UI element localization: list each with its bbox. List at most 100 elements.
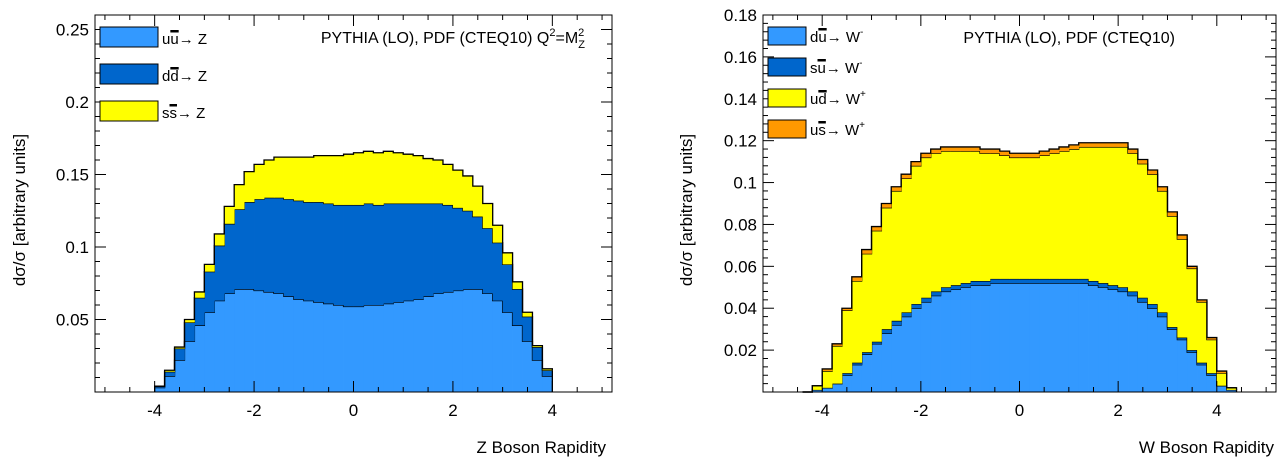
z-series-0-bar — [373, 305, 384, 392]
w-series-1-bar — [891, 320, 902, 325]
w-series-2-bar — [891, 190, 902, 321]
z-series-0-bar — [164, 376, 175, 392]
w-series-2-bar — [930, 153, 941, 292]
w-series-2-bar — [1058, 151, 1070, 279]
z-series-0-bar — [323, 303, 335, 392]
w-series-1-bar — [940, 287, 951, 292]
w-series-0-bar — [1078, 283, 1089, 392]
w-legend: du→ W-su→ W-ud→ W+ us→ W+ — [767, 26, 866, 139]
w-x-tick-label: 2 — [1113, 401, 1122, 420]
w-series-1-bar — [871, 341, 882, 344]
z-series-2-bar — [353, 152, 364, 205]
z-rapidity-panel: dσ/σ [arbitrary units] -4 -2 0 2 4 0.05 0.1 0.1… — [10, 14, 613, 457]
w-series-0-bar — [970, 285, 981, 392]
w-series-3-bar — [861, 249, 872, 254]
z-series-0-bar — [522, 341, 533, 392]
w-series-1-bar — [1147, 304, 1159, 309]
z-annotation: PYTHIA (LO), PDF (CTEQ10) Q2=M2 Z — [321, 27, 585, 51]
w-series-2-bar — [861, 253, 872, 353]
z-series-1-bar — [224, 223, 235, 294]
z-series-2-bar — [234, 184, 245, 210]
w-series-0-bar — [851, 364, 863, 392]
w-series-2-bar — [1088, 146, 1099, 281]
w-series-0-bar — [1039, 283, 1050, 392]
w-series-0-bar — [920, 301, 932, 392]
z-series-2-bar — [542, 368, 553, 371]
z-series-0-bar — [542, 376, 553, 392]
w-y-tick-label: 0.18 — [724, 6, 757, 25]
z-series-1-bar — [184, 322, 195, 342]
w-series-3-bar — [1039, 151, 1050, 156]
z-legend-item: ss→ Z — [99, 100, 205, 122]
z-x-tick-label: 0 — [349, 401, 358, 420]
z-series-2-bar — [403, 154, 414, 204]
z-series-0-bar — [234, 289, 245, 392]
w-series-2-bar — [989, 153, 1001, 279]
w-series-2-bar — [1098, 146, 1109, 284]
w-series-2-bar — [1147, 174, 1159, 305]
w-series-1-bar — [980, 280, 991, 286]
w-x-tick-label: -4 — [815, 401, 830, 420]
w-series-1-bar — [1177, 337, 1188, 340]
w-series-3-bar — [822, 368, 833, 372]
z-series-0-bar — [442, 291, 454, 392]
w-series-3-bar — [901, 174, 912, 179]
w-series-3-bar — [1118, 142, 1129, 147]
w-x-axis-label: W Boson Rapidity — [1139, 438, 1275, 457]
z-series-0-bar — [472, 289, 484, 392]
z-legend-label: dd→ Z — [162, 68, 207, 85]
w-series-2-bar — [1167, 216, 1178, 328]
z-series-0-bar — [333, 305, 344, 392]
z-series-2-bar — [194, 291, 205, 298]
z-series-2-bar — [442, 164, 454, 205]
w-series-3-bar — [871, 226, 882, 231]
w-series-0-bar — [1206, 375, 1218, 392]
w-series-3-bar — [832, 343, 843, 346]
z-series-1-bar — [293, 200, 305, 300]
z-series-1-bar — [333, 204, 344, 305]
w-series-3-bar — [1177, 234, 1188, 240]
z-series-1-bar — [482, 228, 494, 294]
w-series-3-bar — [989, 149, 1001, 154]
w-series-1-bar — [1167, 327, 1178, 330]
w-series-3-bar — [1206, 337, 1218, 340]
w-series-0-bar — [1226, 389, 1237, 392]
z-series-1-bar — [462, 210, 474, 290]
z-series-1-bar — [452, 207, 464, 291]
z-series-1-bar — [522, 316, 533, 342]
w-series-2-bar — [1009, 157, 1020, 279]
w-series-2-bar — [910, 165, 922, 305]
w-series-1-bar — [950, 285, 961, 290]
w-x-tick-label: 0 — [1015, 401, 1024, 420]
z-series-0-bar — [482, 293, 494, 392]
w-series-1-bar — [930, 291, 941, 296]
w-series-1-bar — [1058, 278, 1070, 284]
w-series-2-bar — [1078, 146, 1089, 279]
w-series-0-bar — [891, 324, 902, 392]
w-series-2-bar — [1216, 373, 1228, 386]
w-y-tick-label: 0.12 — [724, 132, 757, 151]
w-series-3-bar — [940, 146, 951, 152]
w-series-0-bar — [1157, 316, 1168, 392]
w-series-0-bar — [841, 375, 853, 392]
w-series-3-bar — [1216, 371, 1228, 374]
z-series-1-bar — [433, 203, 444, 294]
w-series-0-bar — [1118, 291, 1129, 392]
w-series-0-bar — [1049, 283, 1060, 392]
z-series-0-bar — [313, 302, 325, 392]
z-legend: uu→ Z dd→ Z ss→ Z — [99, 26, 207, 122]
w-series-3-bar — [1098, 142, 1109, 147]
w-series-0-bar — [1216, 385, 1228, 392]
w-legend-label: su→ W- — [810, 58, 863, 77]
z-y-tick-label: 0.1 — [65, 238, 89, 257]
z-legend-item: uu→ Z — [99, 26, 207, 48]
w-series-0-bar — [871, 343, 882, 392]
w-series-0-bar — [940, 291, 951, 392]
z-series-1-bar — [373, 204, 384, 305]
z-series-1-bar — [194, 297, 205, 326]
w-series-1-bar — [920, 297, 932, 302]
w-series-1-bar — [1049, 278, 1060, 284]
w-series-0 — [802, 282, 1238, 393]
z-series-1-bar — [164, 371, 175, 377]
z-series-2-bar — [303, 157, 315, 203]
